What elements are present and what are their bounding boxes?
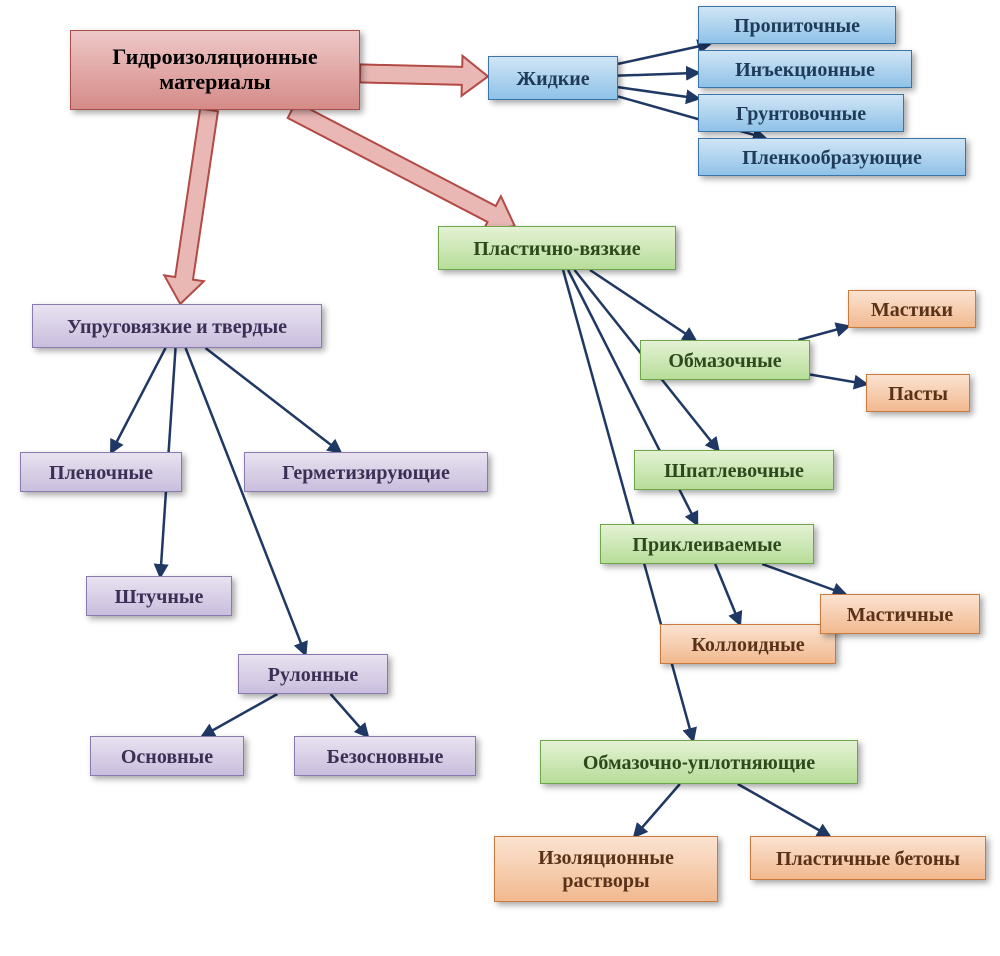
node-label: Шпатлевочные xyxy=(664,459,804,482)
node-label: Жидкие xyxy=(516,67,589,90)
node-label: Пластично-вязкие xyxy=(473,237,640,260)
node-label: Пленкообразующие xyxy=(742,146,922,169)
node-coat_seal: Обмазочно-уплотняющие xyxy=(540,740,858,784)
node-sealing: Герметизирующие xyxy=(244,452,488,492)
node-putty: Шпатлевочные xyxy=(634,450,834,490)
edge-coating-mastic xyxy=(798,326,848,340)
node-label: Грунтовочные xyxy=(736,102,866,125)
node-masticadh: Мастичные xyxy=(820,594,980,634)
node-label: Пасты xyxy=(888,382,948,405)
node-root: Гидроизоляционные материалы xyxy=(70,30,360,110)
node-liquid: Жидкие xyxy=(488,56,618,100)
node-liq2: Инъекционные xyxy=(698,50,912,88)
node-coating: Обмазочные xyxy=(640,340,810,380)
node-label: Упруговязкие и твердые xyxy=(67,315,287,338)
edge-plastic-coating xyxy=(590,270,695,340)
node-label: Пропиточные xyxy=(734,14,860,37)
node-label: Инъекционные xyxy=(735,58,875,81)
node-label: Основные xyxy=(121,745,213,768)
edge-coat_seal-plast_conc xyxy=(738,784,830,836)
node-label: Мастики xyxy=(871,298,953,321)
node-plastic: Пластично-вязкие xyxy=(438,226,676,270)
edge-liquid-liq2 xyxy=(618,73,698,76)
edge-elastic-sealing xyxy=(205,348,340,452)
node-label: Пластичные бетоны xyxy=(776,847,960,870)
node-rolled: Рулонные xyxy=(238,654,388,694)
edge-coat_seal-iso_sol xyxy=(635,784,680,836)
node-label: Безосновные xyxy=(327,745,444,768)
block-arrow-root-liquid xyxy=(360,56,488,96)
node-piece: Штучные xyxy=(86,576,232,616)
node-film: Пленочные xyxy=(20,452,182,492)
node-label: Изоляционные растворы xyxy=(505,846,707,892)
node-liq4: Пленкообразующие xyxy=(698,138,966,176)
node-label: Мастичные xyxy=(847,603,953,626)
node-glued: Приклеиваемые xyxy=(600,524,814,564)
edge-rolled-basic xyxy=(203,694,278,736)
node-elastic: Упруговязкие и твердые xyxy=(32,304,322,348)
edge-coating-paste xyxy=(810,375,866,385)
node-label: Штучные xyxy=(115,585,204,608)
edge-glued-masticadh xyxy=(762,564,845,594)
node-label: Рулонные xyxy=(268,663,358,686)
node-liq3: Грунтовочные xyxy=(698,94,904,132)
node-label: Обмазочно-уплотняющие xyxy=(583,751,815,774)
node-mastic: Мастики xyxy=(848,290,976,328)
diagram-canvas: Гидроизоляционные материалы Жидкие Пропито… xyxy=(0,0,1000,956)
node-label: Коллоидные xyxy=(691,633,804,656)
node-label: Герметизирующие xyxy=(282,461,450,484)
block-arrow-root-plastic xyxy=(288,102,515,232)
node-plast_conc: Пластичные бетоны xyxy=(750,836,986,880)
edge-rolled-nonbasic xyxy=(331,694,368,736)
node-colloidal: Коллоидные xyxy=(660,624,836,664)
edge-glued-colloidal xyxy=(715,564,740,624)
node-label: Приклеиваемые xyxy=(632,533,781,556)
edge-elastic-film xyxy=(111,348,165,452)
node-paste: Пасты xyxy=(866,374,970,412)
node-label: Пленочные xyxy=(49,461,153,484)
edge-liquid-liq3 xyxy=(618,87,698,98)
node-iso_sol: Изоляционные растворы xyxy=(494,836,718,902)
block-arrow-root-elastic xyxy=(164,109,218,304)
node-basic: Основные xyxy=(90,736,244,776)
node-liq1: Пропиточные xyxy=(698,6,896,44)
node-label: Гидроизоляционные материалы xyxy=(81,45,349,96)
edge-liquid-liq1 xyxy=(618,44,710,64)
node-nonbasic: Безосновные xyxy=(294,736,476,776)
node-label: Обмазочные xyxy=(668,349,781,372)
